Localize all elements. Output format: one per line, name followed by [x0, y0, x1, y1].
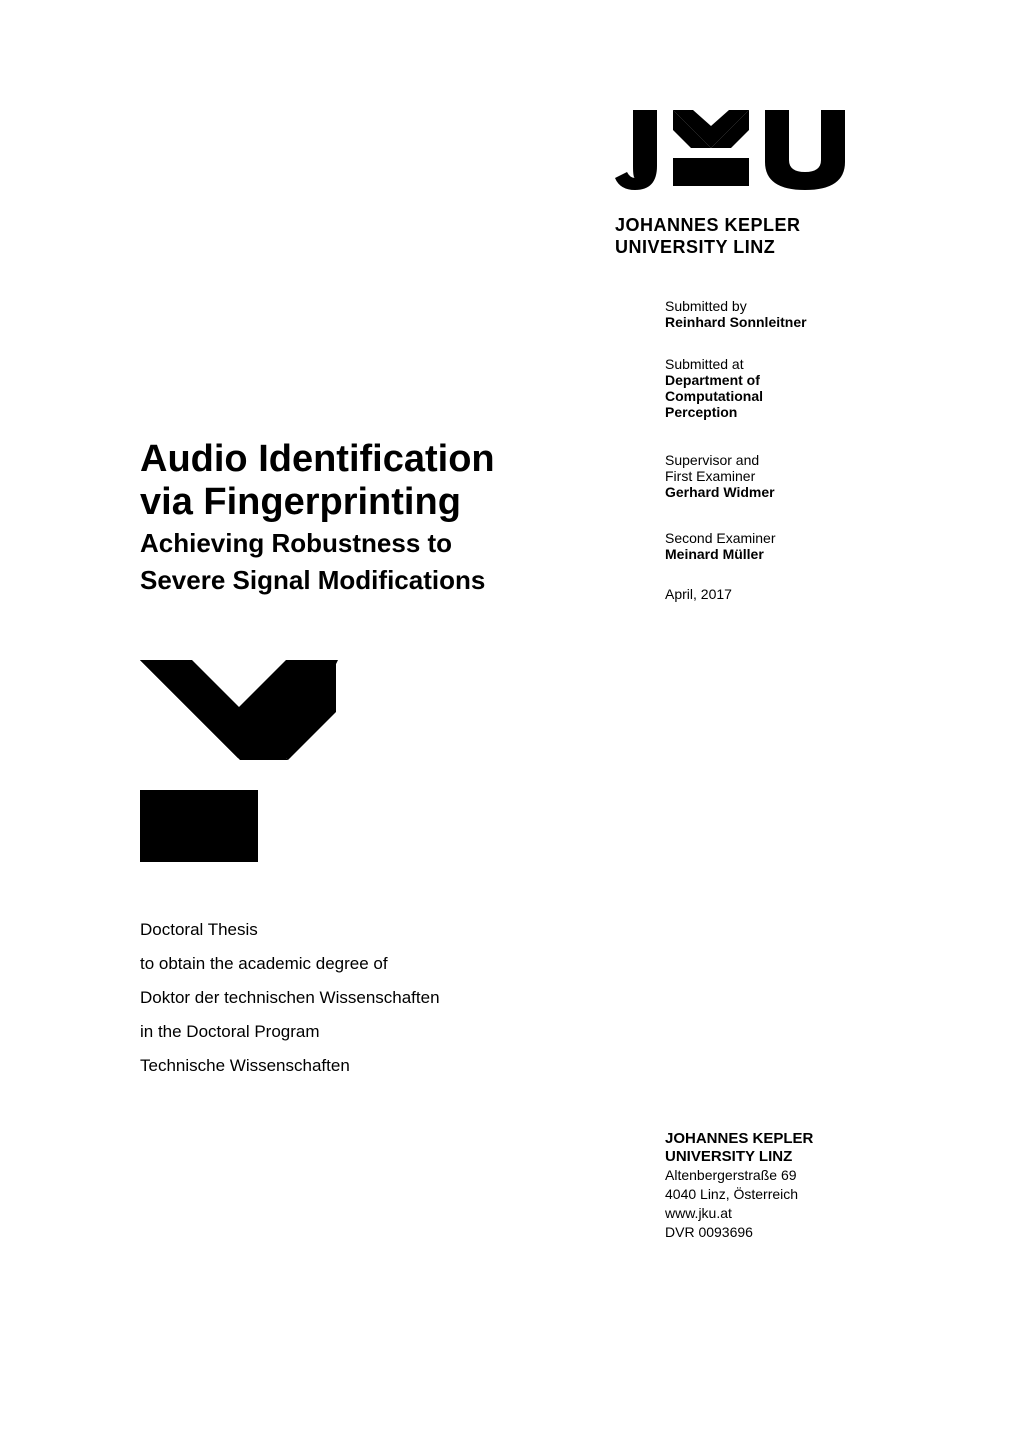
supervisor-value: Gerhard Widmer	[665, 484, 875, 500]
thesis-purpose: to obtain the academic degree of	[140, 954, 640, 974]
footer-dvr: DVR 0093696	[665, 1223, 875, 1242]
submitted-at-label: Submitted at	[665, 356, 875, 372]
submitted-by-label: Submitted by	[665, 298, 875, 314]
jku-logo-icon	[615, 110, 865, 205]
title-line1: Audio Identification	[140, 438, 640, 481]
title-block: Audio Identification via Fingerprinting …	[140, 438, 640, 596]
date-block: April, 2017	[665, 586, 875, 602]
subtitle-line1: Achieving Robustness to	[140, 527, 640, 560]
date-value: April, 2017	[665, 586, 875, 602]
submitted-at-line2: Computational	[665, 388, 875, 404]
submitted-at-line1: Department of	[665, 372, 875, 388]
submitted-at-line3: Perception	[665, 404, 875, 420]
institution-logo-block: JOHANNES KEPLER UNIVERSITY LINZ	[615, 110, 875, 258]
supervisor-block: Supervisor and First Examiner Gerhard Wi…	[665, 452, 875, 500]
thesis-program: Technische Wissenschaften	[140, 1056, 640, 1076]
footer-address-line2: 4040 Linz, Österreich	[665, 1185, 875, 1204]
footer-website: www.jku.at	[665, 1204, 875, 1223]
thesis-title-page: JOHANNES KEPLER UNIVERSITY LINZ Submitte…	[0, 0, 1020, 1442]
thesis-type: Doctoral Thesis	[140, 920, 640, 940]
submitted-by-block: Submitted by Reinhard Sonnleitner	[665, 298, 875, 330]
supervisor-label-line2: First Examiner	[665, 468, 875, 484]
thesis-program-label: in the Doctoral Program	[140, 1022, 640, 1042]
k-logo-icon	[140, 660, 350, 870]
footer-address-line1: Altenbergerstraße 69	[665, 1166, 875, 1185]
subtitle-line2: Severe Signal Modifications	[140, 564, 640, 597]
institution-name-line2: UNIVERSITY LINZ	[615, 237, 875, 259]
thesis-degree: Doktor der technischen Wissenschaften	[140, 988, 640, 1008]
footer-institution-line2: UNIVERSITY LINZ	[665, 1148, 875, 1166]
second-examiner-value: Meinard Müller	[665, 546, 875, 562]
supervisor-label-line1: Supervisor and	[665, 452, 875, 468]
footer-block: JOHANNES KEPLER UNIVERSITY LINZ Altenber…	[665, 1130, 875, 1242]
second-examiner-block: Second Examiner Meinard Müller	[665, 530, 875, 562]
submitted-by-value: Reinhard Sonnleitner	[665, 314, 875, 330]
institution-name-line1: JOHANNES KEPLER	[615, 215, 875, 237]
thesis-info-block: Doctoral Thesis to obtain the academic d…	[140, 920, 640, 1090]
title-line2: via Fingerprinting	[140, 481, 640, 524]
footer-institution-line1: JOHANNES KEPLER	[665, 1130, 875, 1148]
submitted-at-block: Submitted at Department of Computational…	[665, 356, 875, 420]
second-examiner-label: Second Examiner	[665, 530, 875, 546]
